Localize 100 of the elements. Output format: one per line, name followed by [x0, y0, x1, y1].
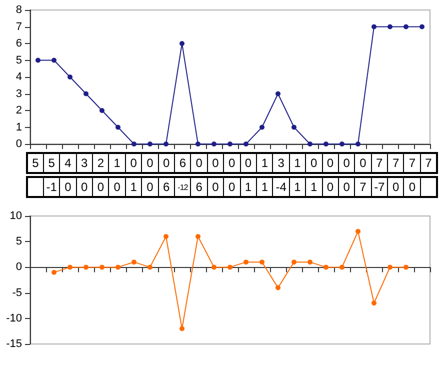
point: [388, 24, 392, 30]
point: [84, 91, 88, 96]
point: [36, 58, 40, 63]
point: [228, 142, 232, 146]
point: [308, 260, 312, 265]
point: [404, 24, 408, 30]
point: [340, 264, 344, 270]
data-label: 0: [142, 177, 158, 197]
y-tick-label: 5: [16, 54, 22, 66]
y-tick-label: 7: [16, 20, 22, 33]
point: [276, 91, 280, 96]
point: [68, 74, 72, 80]
point: [180, 41, 184, 46]
point: [116, 264, 120, 270]
point: [52, 58, 56, 63]
point: [356, 228, 360, 234]
point: [244, 260, 248, 265]
data-label: 0: [224, 177, 240, 197]
data-label: 0: [142, 153, 158, 173]
point: [324, 142, 328, 146]
data-label: 0: [190, 153, 208, 173]
data-label: 0: [108, 177, 126, 197]
data-label: 2: [92, 153, 109, 173]
data-label: 0: [388, 177, 404, 197]
data-label: 1: [125, 177, 142, 197]
data-label: 0: [322, 177, 338, 197]
point: [356, 142, 360, 146]
point: [100, 108, 104, 113]
point: [388, 264, 392, 270]
point: [164, 234, 168, 239]
y-tick-label: 8: [16, 4, 22, 16]
data-label: 0: [207, 177, 224, 197]
point: [420, 24, 424, 30]
point: [324, 264, 328, 270]
point: [340, 142, 344, 146]
data-label: 7: [388, 153, 404, 173]
data-label: 0: [306, 153, 322, 173]
point: [292, 260, 296, 265]
point: [212, 264, 216, 270]
data-label: 7: [354, 177, 372, 197]
point: [148, 264, 152, 270]
data-label: 7: [420, 153, 437, 173]
point: [292, 124, 296, 130]
data-label: 3: [76, 153, 93, 173]
y-tick-label: 1: [16, 121, 22, 134]
data-label: 0: [338, 177, 355, 197]
y-tick-label: 3: [16, 88, 22, 100]
data-label: 0: [158, 153, 175, 173]
point: [260, 260, 264, 265]
point: [244, 142, 248, 146]
point: [372, 300, 376, 306]
point: [180, 326, 184, 332]
data-label: 1: [256, 177, 273, 197]
point: [372, 24, 376, 30]
data-label: 4: [60, 153, 76, 173]
data-label: -12: [174, 177, 191, 197]
y-tick-label: 6: [16, 38, 22, 50]
data-label: 0: [60, 177, 76, 197]
y-tick-label: 5: [16, 236, 22, 248]
point: [132, 260, 136, 265]
y-tick-label: 0: [16, 261, 22, 274]
y-tick-label: 10: [10, 210, 22, 222]
point: [100, 264, 104, 270]
point: [404, 264, 408, 270]
y-tick-label: 2: [16, 104, 22, 116]
point: [52, 270, 56, 275]
point: [228, 264, 232, 270]
data-label: 0: [92, 177, 109, 197]
y-tick-label: 4: [16, 71, 22, 83]
data-label: 1: [108, 153, 126, 173]
point: [212, 142, 216, 146]
y-tick-label: -5: [12, 286, 22, 299]
data-label: 5: [43, 153, 60, 173]
point: [116, 124, 120, 130]
data-label: 6: [190, 177, 208, 197]
data-label: 7: [404, 153, 420, 173]
point: [260, 124, 264, 130]
point: [196, 142, 200, 146]
data-label: -1: [43, 177, 60, 197]
data-label: 0: [240, 153, 256, 173]
point: [308, 142, 312, 146]
data-label: 3: [272, 153, 290, 173]
data-label: 1: [240, 177, 256, 197]
data-label: 0: [338, 153, 355, 173]
y-tick-label: -10: [6, 312, 22, 324]
point: [276, 285, 280, 290]
data-label: 1: [256, 153, 273, 173]
y-tick-label: -15: [6, 338, 22, 350]
point: [196, 234, 200, 239]
data-label: 0: [76, 177, 93, 197]
data-label: 7: [371, 153, 388, 173]
point: [148, 142, 152, 146]
data-label: 0: [207, 153, 224, 173]
point: [164, 142, 168, 146]
data-label: 0: [404, 177, 420, 197]
data-label: -7: [371, 177, 388, 197]
point: [84, 264, 88, 270]
y-tick-label: 0: [16, 138, 22, 150]
data-label: 1: [289, 177, 306, 197]
point: [68, 264, 72, 270]
